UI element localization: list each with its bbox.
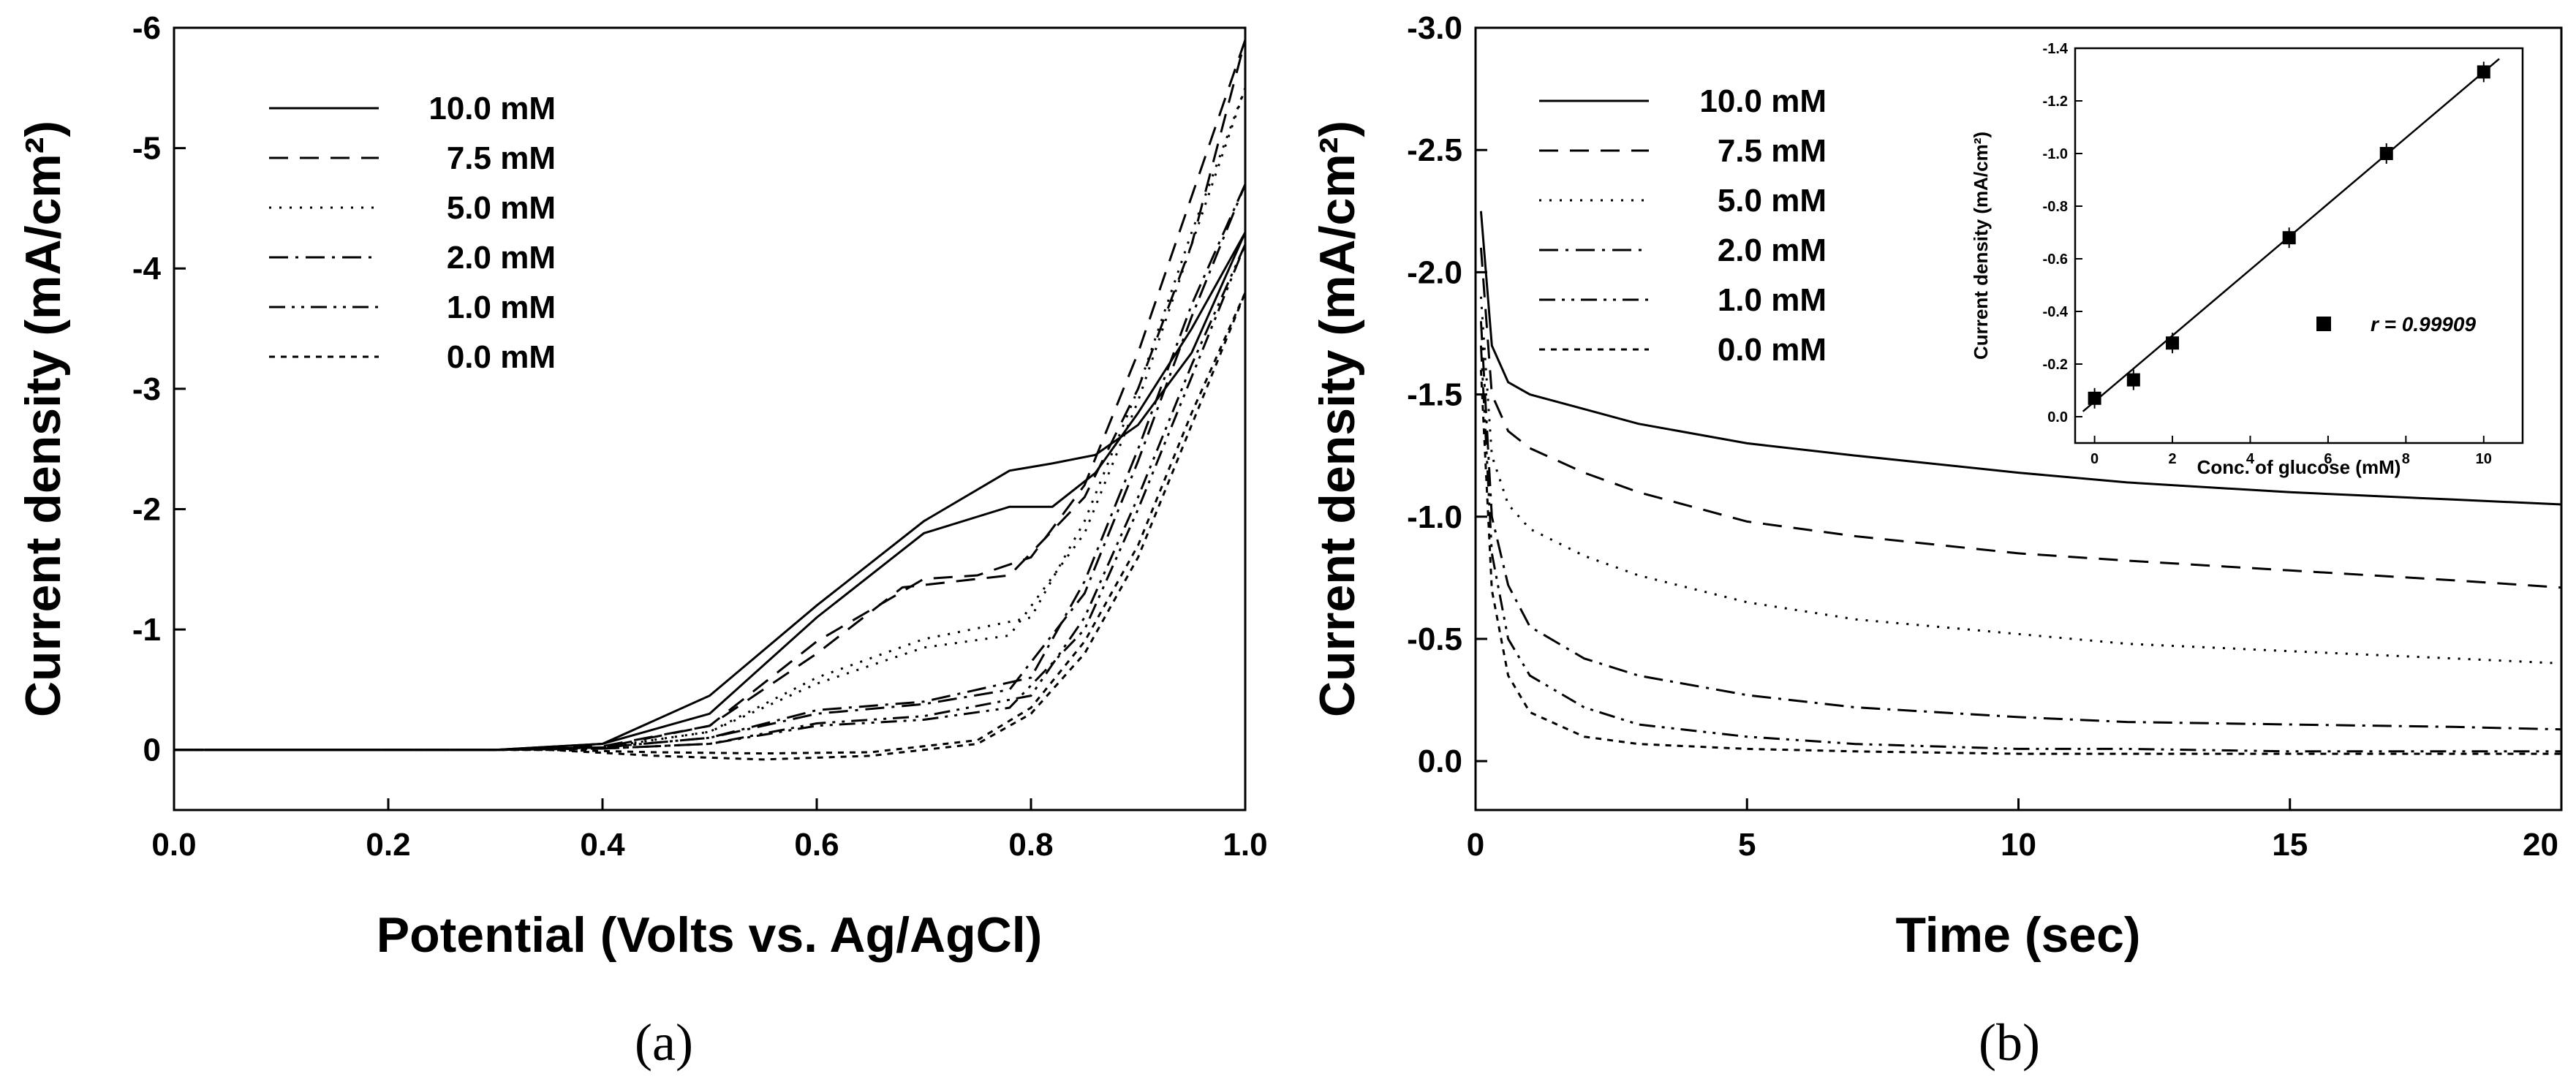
- panel-a-plot-frame: [173, 26, 1247, 811]
- panel-a-x-axis-label: Potential (Volts vs. Ag/AgCl): [377, 907, 1043, 963]
- inset-y-tick-label: -1.4: [2043, 41, 2069, 57]
- panel-a-legend-label: 1.0 mM: [447, 289, 556, 325]
- panel-b-y-ticks: 0.0 -0.5 -1.0 -1.5 -2.0 -2.5 -3.0: [1407, 10, 1487, 779]
- panel-b-legend-label: 5.0 mM: [1718, 183, 1827, 219]
- inset-y-tick-label: -0.4: [2043, 304, 2069, 320]
- panel-a-series-0-0-mm-forward: [174, 292, 1247, 761]
- panel-a-x-tick-label: 0.8: [1008, 827, 1053, 863]
- panel-b-y-tick-label: -3.0: [1407, 10, 1462, 46]
- panel-b-x-ticks: 0 5 10 15 20: [1467, 798, 2563, 863]
- panel-b-x-axis-label: Time (sec): [1895, 907, 2140, 963]
- inset-data-point: [2282, 231, 2296, 245]
- panel-b-x-tick-label: 20: [2523, 827, 2558, 863]
- panel-a-series-2-0-mm-reverse: [174, 183, 1247, 752]
- panel-a-y-tick-label: -6: [132, 10, 161, 46]
- panel-a-legend-label: 0.0 mM: [447, 339, 556, 375]
- inset-y-tick-label: -0.2: [2043, 357, 2068, 373]
- panel-b-series: [1479, 211, 2562, 755]
- inset-x-tick-label: 8: [2402, 451, 2410, 467]
- panel-b-x-tick-label: 0: [1467, 827, 1484, 863]
- panel-b-y-tick-label: -2.0: [1407, 254, 1462, 290]
- inset-data-point: [2477, 65, 2490, 79]
- panel-a-y-tick-label: -5: [132, 131, 161, 167]
- panel-a-y-tick-label: -3: [132, 371, 161, 407]
- panel-b-y-tick-label: -0.5: [1407, 621, 1462, 657]
- panel-b-x-tick-label: 10: [2001, 827, 2036, 863]
- inset-x-axis-label: Conc. of glucose (mM): [2197, 456, 2401, 478]
- inset-x-tick-label: 10: [2476, 451, 2492, 467]
- inset-data-point: [2088, 391, 2101, 405]
- panel-a-y-tick-label: 0: [143, 733, 161, 768]
- panel-a-series-5-0-mm-forward: [174, 87, 1247, 752]
- panel-b-legend-label: 0.0 mM: [1718, 332, 1827, 368]
- inset-y-tick-label: -0.8: [2043, 199, 2068, 215]
- panel-a-legend-label: 10.0 mM: [428, 91, 556, 126]
- panel-b-series-1-0-mm: [1479, 345, 2561, 753]
- panel-b-legend-label: 7.5 mM: [1718, 133, 1827, 169]
- panel-a-y-ticks: 0 -1 -2 -3 -4 -5 -6: [132, 10, 186, 768]
- panel-b-legend-label: 10.0 mM: [1699, 83, 1827, 119]
- panel-a-y-tick-label: -2: [132, 491, 161, 527]
- inset-x-ticks: 0 2 4 6 8 10: [2090, 436, 2492, 467]
- panel-a-x-tick-label: 0.2: [366, 827, 410, 863]
- inset-legend-marker: [2316, 317, 2331, 331]
- panel-b-series-10-0-mm: [1479, 211, 2562, 506]
- panel-b-y-axis-label: Current density (mA/cm²): [1310, 121, 1365, 717]
- inset-x-tick-label: 6: [2324, 451, 2332, 467]
- inset-x-tick-label: 4: [2246, 451, 2255, 467]
- panel-a-series-1-0-mm-forward: [174, 243, 1247, 752]
- inset-x-tick-label: 2: [2168, 451, 2176, 467]
- panel-b-legend-label: 1.0 mM: [1718, 282, 1827, 318]
- inset-data-point: [2166, 336, 2180, 350]
- panel-a-x-tick-label: 1.0: [1223, 827, 1267, 863]
- panel-b-series-2-0-mm: [1479, 321, 2562, 731]
- panel-b-caption: (b): [1979, 1013, 2040, 1072]
- inset-plot-frame: [2074, 47, 2524, 444]
- panel-b-legend-label: 2.0 mM: [1718, 232, 1827, 268]
- panel-a-caption: (a): [635, 1013, 693, 1072]
- inset-y-tick-label: -0.6: [2043, 251, 2068, 268]
- panel-a-legend-label: 7.5 mM: [447, 140, 556, 176]
- panel-a-x-tick-label: 0.0: [151, 827, 196, 863]
- panel-a-x-tick-label: 0.4: [580, 827, 625, 863]
- panel-a-series-1-0-mm-reverse: [174, 243, 1247, 752]
- panel-a-y-tick-label: -4: [132, 251, 162, 287]
- panel-b-series-0-0-mm: [1479, 370, 2561, 755]
- inset-plot: 0.0-0.2-0.4-0.6-0.8-1.0-1.2-1.4 0 2 4 6 8 10 …: [1970, 41, 2524, 478]
- panel-a: 0 -1 -2 -3 -4 -5 -6 0.0 0.2 0.4 0.6 0.8 1.0 10.0 mM…: [15, 10, 1268, 1072]
- inset-y-axis-label: Current density (mA/cm²): [1970, 132, 1992, 360]
- panel-a-series-0-0-mm-reverse: [174, 292, 1247, 755]
- panel-a-series-10-0-mm-reverse: [174, 232, 1247, 752]
- inset-data-point: [2126, 373, 2140, 387]
- panel-a-legend: 10.0 mM 7.5 mM 5.0 mM 2.0 mM 1.0 mM 0.0 mM: [269, 91, 556, 375]
- panel-a-y-axis-label: Current density (mA/cm²): [15, 121, 71, 717]
- panel-b-y-tick-label: 0.0: [1418, 743, 1462, 779]
- inset-y-ticks: 0.0 -0.2 -0.4 -0.6 -0.8 -1.0 -1.2 -1.4: [2043, 41, 2082, 425]
- panel-a-series: [174, 39, 1247, 761]
- panel-a-legend-label: 2.0 mM: [447, 240, 556, 276]
- panel-b-y-tick-label: -2.5: [1407, 132, 1462, 168]
- panel-b-y-tick-label: -1.5: [1407, 377, 1462, 413]
- inset-y-tick-label: -1.2: [2043, 94, 2068, 110]
- panel-a-y-tick-label: -1: [132, 612, 161, 648]
- panel-b-y-tick-label: -1.0: [1407, 499, 1462, 535]
- inset-y-tick-label: -1.0: [2043, 146, 2068, 162]
- panel-b-series-7-5-mm: [1479, 247, 2562, 589]
- inset-r-annotation: r = 0.99909: [2371, 313, 2476, 336]
- panel-b-legend: 10.0 mM 7.5 mM 5.0 mM 2.0 mM 1.0 mM 0.0 mM: [1539, 83, 1827, 368]
- inset-x-tick-label: 0: [2090, 451, 2099, 467]
- panel-a-x-ticks: 0.0 0.2 0.4 0.6 0.8 1.0: [151, 798, 1268, 863]
- panel-b-x-tick-label: 15: [2272, 827, 2308, 863]
- panel-a-legend-label: 5.0 mM: [447, 190, 556, 226]
- panel-a-x-tick-label: 0.6: [794, 827, 839, 863]
- inset-y-tick-label: 0.0: [2047, 409, 2068, 425]
- panel-b: 0.0-0.5-1.0-1.5-2.0-2.5-3.0 0 5 10 15 20 10.…: [1310, 10, 2563, 1072]
- panel-b-x-tick-label: 5: [1738, 827, 1756, 863]
- inset-data-point: [2379, 147, 2393, 160]
- inset-marks: [2082, 58, 2500, 412]
